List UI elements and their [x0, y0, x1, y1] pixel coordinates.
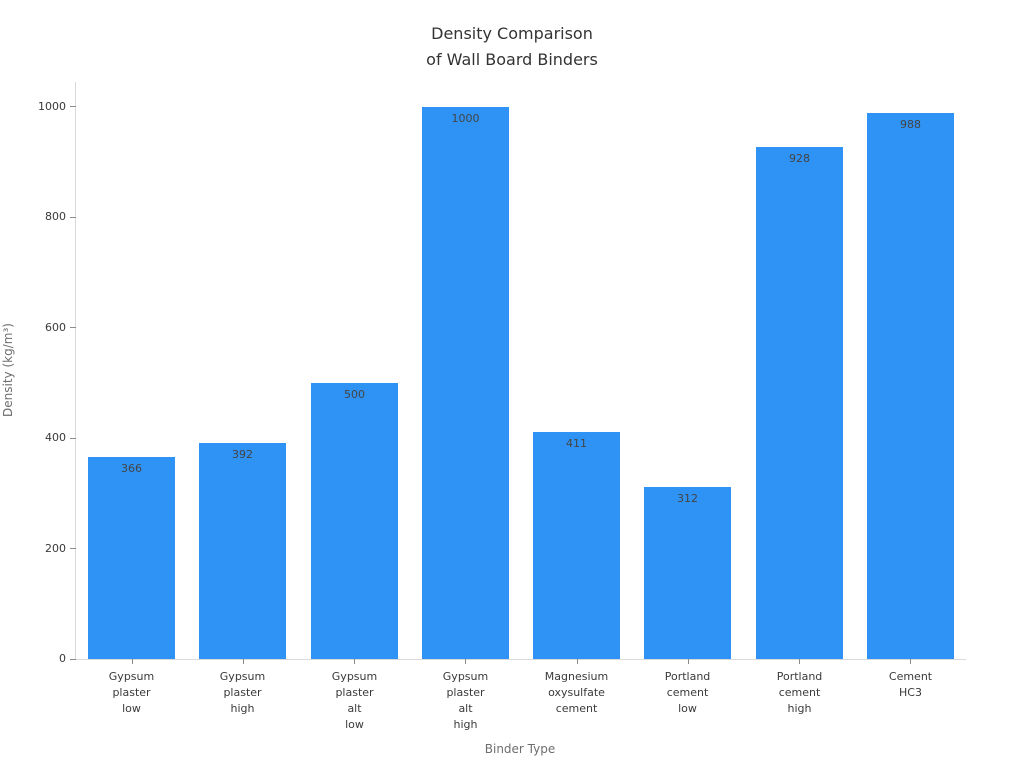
y-tick — [70, 327, 76, 329]
bar-6: 928 — [756, 147, 843, 659]
bar-value-label: 1000 — [451, 112, 480, 125]
bar-3: 1000 — [422, 107, 509, 659]
category-label: Cement HC3 — [888, 670, 933, 699]
bar-value-label: 411 — [566, 437, 587, 450]
y-tick — [70, 658, 76, 660]
category-label: Gypsum plaster alt high — [442, 670, 489, 731]
bar-value-label: 500 — [344, 388, 365, 401]
bar-1: 392 — [199, 443, 286, 659]
bar-value-label: 366 — [121, 462, 142, 475]
y-tick — [70, 106, 76, 108]
x-axis-label: Binder Type — [484, 742, 556, 756]
category-label: Magnesium oxysulfate cement — [544, 670, 609, 715]
x-tick — [132, 659, 133, 664]
plot-area: 0 200 400 600 800 1000 366 Gypsum plaster low 39… — [38, 82, 966, 731]
x-tick — [354, 659, 355, 664]
bar-4: 411 — [533, 432, 620, 659]
y-tick-label: 200 — [45, 541, 66, 555]
y-tick-label: 600 — [45, 320, 66, 334]
x-tick — [799, 659, 800, 664]
bar-value-label: 312 — [677, 492, 698, 505]
bar-7: 988 — [867, 113, 954, 659]
bar-value-label: 392 — [232, 448, 253, 461]
x-tick — [910, 659, 911, 664]
y-tick — [70, 216, 76, 218]
chart-title: Density Comparison of Wall Board Binders — [0, 21, 1024, 73]
y-tick-label: 1000 — [38, 99, 66, 113]
y-tick-label: 400 — [45, 431, 66, 445]
y-tick — [70, 437, 76, 439]
category-label: Gypsum plaster alt low — [331, 670, 378, 731]
bar-5: 312 — [644, 487, 731, 659]
category-label: Portland cement low — [664, 670, 711, 715]
category-label: Gypsum plaster high — [219, 670, 266, 715]
bar-value-label: 988 — [900, 118, 921, 131]
chart-title-line-1: Density Comparison — [431, 24, 593, 43]
x-tick — [243, 659, 244, 664]
y-tick-label: 0 — [59, 652, 66, 665]
bar-value-label: 928 — [789, 152, 810, 165]
x-tick — [465, 659, 466, 664]
y-tick-label: 800 — [45, 210, 66, 224]
x-tick — [577, 659, 578, 664]
bar-0: 366 — [88, 457, 175, 659]
category-label: Gypsum plaster low — [108, 670, 155, 715]
x-tick — [688, 659, 689, 664]
bar-2: 500 — [311, 383, 398, 659]
y-tick — [70, 548, 76, 550]
chart-title-line-2: of Wall Board Binders — [426, 50, 598, 69]
category-label: Portland cement high — [776, 670, 823, 715]
